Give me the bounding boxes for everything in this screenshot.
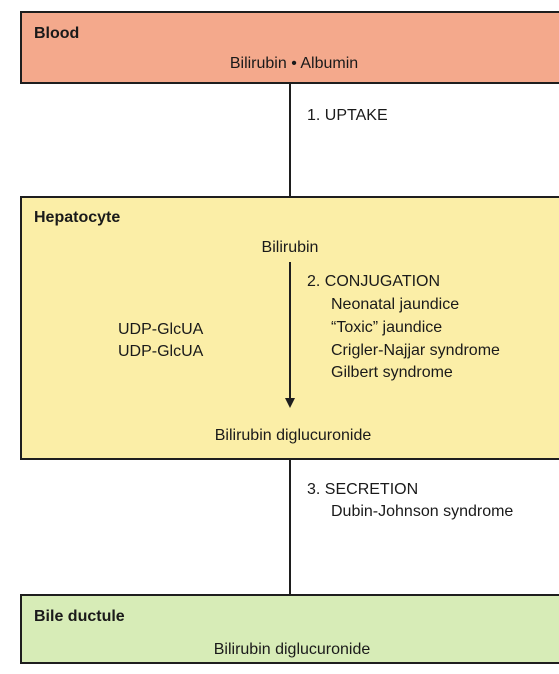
hepatocyte-bilirubin: Bilirubin: [261, 239, 319, 256]
blood-compartment: Blood: [20, 11, 559, 84]
hepatocyte-compartment: Hepatocyte: [20, 196, 559, 460]
bile-ductule-title: Bile ductule: [34, 608, 125, 625]
blood-title: Blood: [34, 25, 80, 42]
hepatocyte-product: Bilirubin diglucuronide: [214, 427, 372, 444]
step-secretion-label: 3. SECRETION: [307, 481, 419, 498]
conjugation-condition: Neonatal jaundice: [331, 296, 460, 313]
conjugation-arrowhead: [285, 398, 295, 408]
blood-content: Bilirubin • Albumin: [229, 55, 359, 72]
step-uptake-label: 1. UPTAKE: [307, 107, 388, 124]
bile-ductule-compartment: Bile ductule: [20, 594, 559, 664]
bile-ductule-content: Bilirubin diglucuronide: [213, 641, 371, 658]
hepatocyte-title: Hepatocyte: [34, 209, 121, 226]
secretion-arrow-line: [289, 460, 291, 610]
conjugation-condition: Gilbert syndrome: [331, 364, 453, 381]
conjugation-condition: Crigler-Najjar syndrome: [331, 342, 500, 359]
secretion-condition: Dubin-Johnson syndrome: [331, 503, 514, 520]
cofactor-udp-glcua: UDP-GlcUA: [118, 343, 204, 360]
uptake-arrow-line: [289, 84, 291, 210]
step-conjugation-label: 2. CONJUGATION: [307, 273, 441, 290]
conjugation-arrow-line: [289, 262, 291, 402]
cofactor-udp-glcua: UDP-GlcUA: [118, 321, 204, 338]
conjugation-condition: “Toxic” jaundice: [331, 319, 443, 336]
